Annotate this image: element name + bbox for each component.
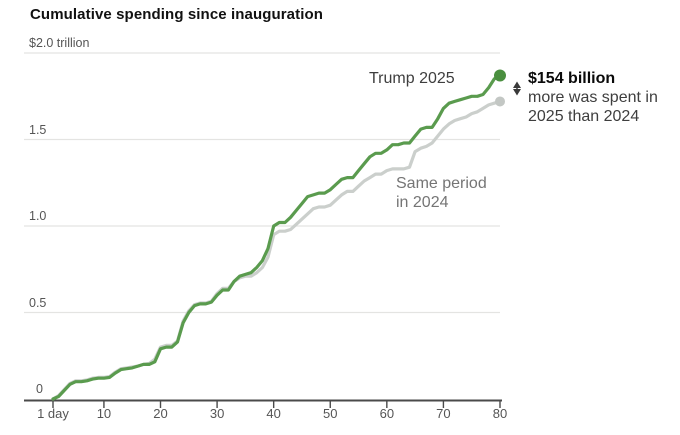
series-label-line1: Same period [396, 175, 487, 192]
series-line-same-period-2024 [51, 99, 502, 401]
end-dot-same-period-2024 [495, 96, 505, 107]
x-tick-label: 1 day [37, 406, 69, 421]
series-line-trump-2025 [51, 73, 502, 401]
series-label-line2: in 2024 [396, 194, 449, 211]
difference-annotation: $154 billion more was spent in 2025 than… [528, 69, 658, 126]
series-label-same-period-2024: Same period in 2024 [396, 174, 487, 212]
y-tick-label: 1.0 [29, 209, 47, 223]
y-tick-label: $2.0 trillion [29, 36, 90, 50]
x-tick-label: 30 [209, 406, 225, 421]
x-tick-label: 60 [379, 406, 395, 421]
x-tick-label: 70 [436, 406, 451, 421]
end-dot-trump-2025 [494, 69, 506, 82]
series-label-trump-2025: Trump 2025 [369, 70, 455, 87]
x-tick-label: 10 [96, 406, 112, 421]
x-tick-label: 20 [153, 406, 168, 421]
chart-title: Cumulative spending since inauguration [30, 6, 324, 23]
difference-value: $154 billion [528, 70, 616, 87]
y-tick-label: 1.5 [29, 122, 47, 137]
x-tick-label: 80 [492, 406, 508, 421]
y-tick-label: 0 [36, 382, 43, 396]
difference-text-line3: 2025 than 2024 [528, 108, 640, 125]
difference-arrow-head-up [513, 81, 521, 88]
x-tick-label: 50 [323, 406, 338, 421]
difference-arrow-head-down [513, 88, 521, 96]
difference-text-line2: more was spent in [528, 89, 658, 106]
y-tick-label: 0.5 [29, 295, 47, 310]
x-tick-label: 40 [266, 406, 281, 421]
